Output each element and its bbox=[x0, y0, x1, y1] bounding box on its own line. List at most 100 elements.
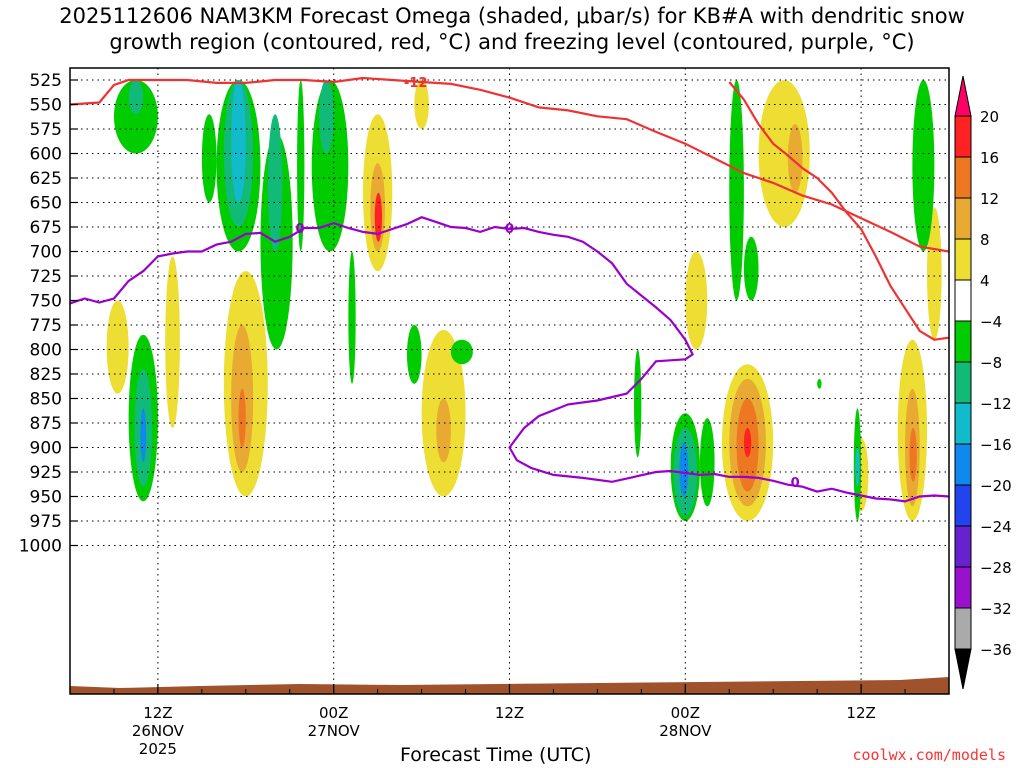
y-tick-label-625: 625 bbox=[30, 169, 62, 189]
omega-region-33 bbox=[267, 114, 283, 252]
freezing-label-0: 0 bbox=[295, 222, 304, 237]
colorbar-label-9: −20 bbox=[980, 477, 1012, 495]
omega-region-36 bbox=[319, 80, 334, 154]
colorbar-band-8 bbox=[954, 443, 972, 486]
colorbar-top-triangle bbox=[954, 75, 972, 117]
gridlines bbox=[70, 68, 949, 694]
x-tick-label-4: 12Z bbox=[846, 704, 875, 722]
chart-title-line2: growth region (contoured, red, °C) and f… bbox=[109, 30, 915, 54]
omega-region-8 bbox=[414, 80, 429, 129]
footer-brand: coolwx.com/models bbox=[852, 746, 1006, 764]
colorbar-label-4: 4 bbox=[980, 272, 990, 290]
chart-title-line1: 2025112606 NAM3KM Forecast Omega (shaded… bbox=[59, 4, 965, 28]
omega-region-45 bbox=[729, 80, 744, 301]
freezing-label-2: 0 bbox=[791, 476, 800, 491]
freezing-contour bbox=[70, 216, 949, 503]
omega-region-1 bbox=[165, 256, 180, 428]
dgz-contour-label: -12 bbox=[404, 76, 428, 91]
colorbar-band-12 bbox=[954, 607, 972, 650]
y-tick-label-1000: 1000 bbox=[19, 537, 62, 557]
colorbar-label-13: −36 bbox=[980, 641, 1012, 659]
colorbar-band-5 bbox=[954, 320, 972, 363]
y-tick-label-825: 825 bbox=[30, 365, 62, 385]
colorbar-band-6 bbox=[954, 361, 972, 404]
omega-region-17 bbox=[787, 124, 803, 193]
omega-region-22 bbox=[927, 207, 942, 340]
x-tick-label-2: 12Z bbox=[495, 704, 524, 722]
omega-region-27 bbox=[140, 408, 147, 463]
colorbar-label-0: 20 bbox=[980, 108, 999, 126]
omega-region-15 bbox=[743, 427, 752, 458]
omega-region-46 bbox=[743, 236, 759, 301]
omega-region-49 bbox=[855, 447, 860, 487]
colorbar-label-10: −24 bbox=[980, 518, 1012, 536]
colorbar-label-11: −28 bbox=[980, 559, 1012, 577]
x-tick-date-0: 26NOV bbox=[132, 722, 185, 740]
colorbar-label-6: −8 bbox=[980, 354, 1002, 372]
x-tick-date-1: 27NOV bbox=[308, 722, 361, 740]
omega-region-10 bbox=[436, 398, 451, 463]
omega-region-23 bbox=[113, 80, 158, 154]
contour-lines: -12 0 0 0 bbox=[70, 76, 949, 503]
dgz-contour-lower bbox=[728, 81, 949, 341]
omega-region-0 bbox=[106, 300, 129, 394]
x-tick-date-3: 28NOV bbox=[659, 722, 712, 740]
colorbar-label-7: −12 bbox=[980, 395, 1012, 413]
colorbar-band-3 bbox=[954, 238, 972, 281]
y-tick-label-650: 650 bbox=[30, 194, 62, 214]
y-tick-label-725: 725 bbox=[30, 267, 62, 287]
colorbar-band-1 bbox=[954, 156, 972, 199]
y-tick-label-975: 975 bbox=[30, 512, 62, 532]
x-tick-label-0: 12Z bbox=[143, 704, 172, 722]
y-tick-label-700: 700 bbox=[30, 243, 62, 263]
omega-region-11 bbox=[685, 251, 708, 350]
x-tick-label-1: 00Z bbox=[319, 704, 348, 722]
freezing-label-1: 0 bbox=[505, 222, 514, 237]
colorbar-label-1: 16 bbox=[980, 149, 999, 167]
colorbar-band-4 bbox=[954, 279, 972, 322]
y-tick-label-875: 875 bbox=[30, 414, 62, 434]
omega-region-21 bbox=[909, 427, 917, 482]
omega-region-38 bbox=[406, 325, 422, 384]
x-tick-year-0: 2025 bbox=[139, 740, 177, 758]
colorbar-label-3: 8 bbox=[980, 231, 990, 249]
colorbar-label-8: −16 bbox=[980, 436, 1012, 454]
colorbar-band-0 bbox=[954, 115, 972, 158]
colorbar-label-5: −4 bbox=[980, 313, 1002, 331]
omega-region-28 bbox=[201, 114, 217, 203]
y-tick-label-550: 550 bbox=[30, 96, 62, 116]
y-tick-label-600: 600 bbox=[30, 145, 62, 165]
y-tick-label-850: 850 bbox=[30, 390, 62, 410]
x-axis-label: Forecast Time (UTC) bbox=[400, 744, 592, 766]
colorbar-label-2: 12 bbox=[980, 190, 999, 208]
omega-region-37 bbox=[348, 251, 356, 384]
omega-region-7 bbox=[374, 192, 383, 242]
omega-region-40 bbox=[634, 349, 642, 458]
y-tick-label-525: 525 bbox=[30, 71, 62, 91]
omega-region-47 bbox=[817, 378, 822, 389]
omega-shading bbox=[106, 80, 942, 521]
omega-region-50 bbox=[912, 80, 935, 252]
y-tick-label-775: 775 bbox=[30, 316, 62, 336]
omega-region-24 bbox=[128, 80, 144, 115]
omega-region-34 bbox=[297, 80, 305, 252]
colorbar-band-7 bbox=[954, 402, 972, 445]
colorbar-label-12: −32 bbox=[980, 600, 1012, 618]
y-tick-label-800: 800 bbox=[30, 341, 62, 361]
y-tick-label-900: 900 bbox=[30, 439, 62, 459]
omega-region-31 bbox=[231, 80, 246, 203]
omega-region-44 bbox=[699, 418, 715, 507]
y-tick-label-950: 950 bbox=[30, 488, 62, 508]
colorbar-bottom-triangle bbox=[954, 648, 972, 690]
colorbar-band-2 bbox=[954, 197, 972, 240]
y-tick-label-925: 925 bbox=[30, 463, 62, 483]
omega-region-39 bbox=[450, 339, 473, 365]
dgz-contour-upper bbox=[70, 76, 949, 253]
colorbar-band-11 bbox=[954, 566, 972, 609]
omega-region-43 bbox=[679, 442, 689, 497]
y-axis: 525 550 575 600 625 650 675 700 725 750 775 800 825 8… bbox=[19, 71, 78, 557]
colorbar-band-10 bbox=[954, 525, 972, 568]
y-tick-label-675: 675 bbox=[30, 218, 62, 238]
colorbar: 20 16 12 8 4 −4 −8 −12 −16 −20 −24 −28 −32 −36 bbox=[954, 75, 1012, 690]
